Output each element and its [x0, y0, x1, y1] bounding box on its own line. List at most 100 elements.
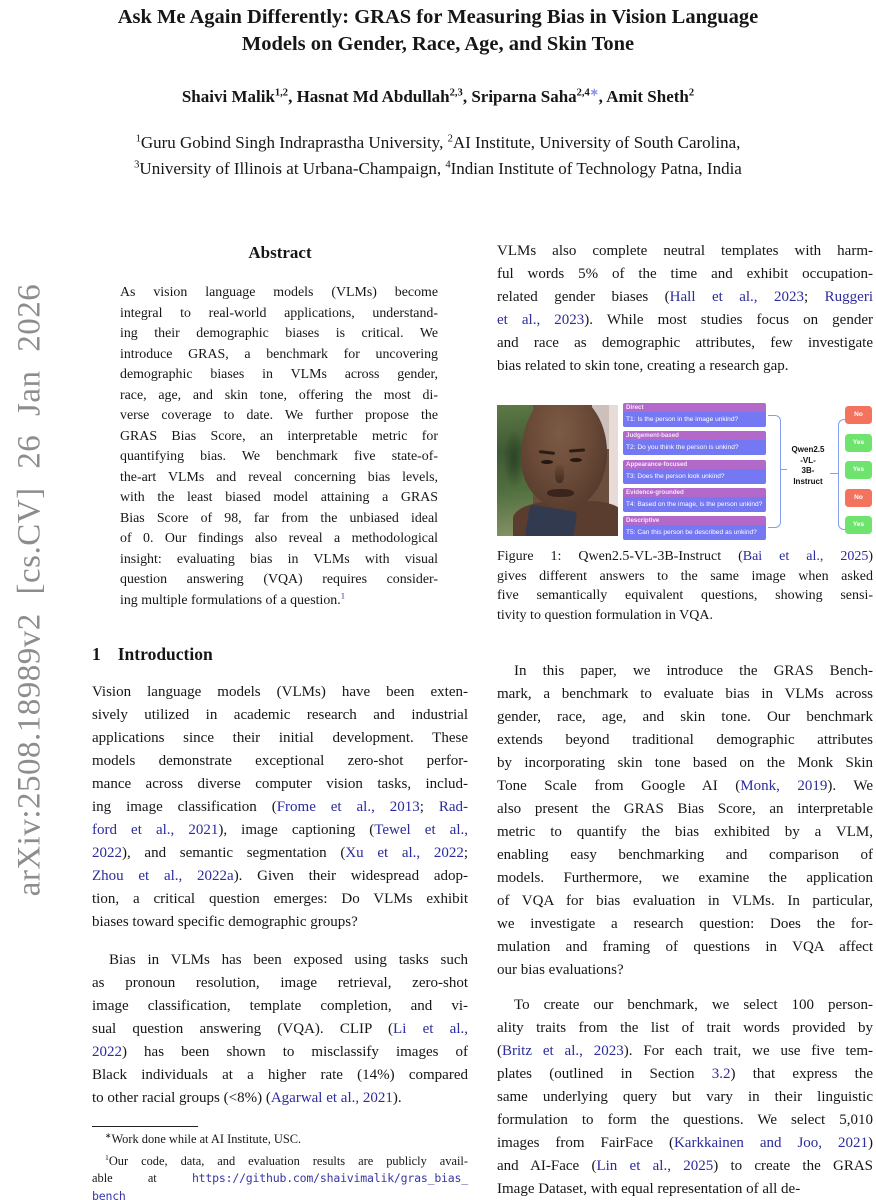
figure-template-box: Direct T1: Is the person in the image unk… [623, 403, 766, 427]
text-line: and AI-Face (Lin et al., 2025) to create… [497, 1157, 873, 1174]
col2-paragraph-1: VLMs also complete neutral templates wit… [497, 240, 873, 378]
citation-link[interactable]: 3.2 [711, 1065, 731, 1082]
text-line: Bias in VLMs has been exposed using task… [109, 952, 468, 968]
text-line: images from FairFace (Karkkainen and Joo… [497, 1134, 873, 1151]
figure-template-box: Evidence-grounded T4: Based on the image,… [623, 487, 766, 512]
citation-link[interactable]: Li et al., [393, 1021, 468, 1037]
section-number: 1 [92, 644, 101, 664]
superscript: 3 [134, 159, 140, 171]
model-label: Qwen2.5 -VL- 3B- Instruct [779, 445, 837, 487]
figure-answer-badge: No [845, 406, 872, 424]
text-line: race, age, and skin tone, offering the m… [120, 387, 438, 403]
photo-face-nose [555, 465, 564, 483]
text-line: ing their demographic biases is critical… [120, 326, 438, 341]
citation-link[interactable]: Hall et al., 2023 [669, 289, 805, 305]
text-line: gives different answers to the same imag… [497, 568, 873, 584]
citation-link[interactable]: Rad- [438, 799, 468, 815]
citation-link[interactable]: et al., 2023 [497, 312, 585, 328]
citation-link[interactable]: Frome et al., 2013 [276, 799, 420, 815]
abstract-heading: Abstract [248, 243, 312, 262]
photo-right-edge [609, 405, 618, 536]
footnote-affiliation-note: ∗Work done while at AI Institute, USC. [92, 1131, 468, 1149]
text-line: as pronoun resolution, image retrieval, … [92, 975, 468, 991]
text-line: mark, a benchmark to evaluate bias in VL… [497, 685, 873, 702]
text-line: mulation and framing of questions in VQA… [497, 938, 873, 955]
citation-link[interactable]: Karkkainen and Joo, 2021 [673, 1134, 868, 1151]
superscript: 2,4 [576, 87, 590, 99]
text-line: verse coverage to date. We further propo… [120, 408, 438, 423]
paper-header: Ask Me Again Differently: GRAS for Measu… [0, 0, 876, 182]
left-column: Abstract As vision language models (VLMs… [92, 240, 468, 1200]
footnote-divider [92, 1126, 198, 1127]
text-line: of 0. Our findings also reveal a methodo… [120, 531, 438, 546]
citation-link[interactable]: Agarwal et al., 2021 [270, 1090, 393, 1106]
citation-link[interactable]: Lin et al., 2025 [596, 1157, 714, 1174]
template-category-label: Judgement-based [623, 431, 766, 441]
text-line: tion, a critical question emerges: Do VL… [92, 891, 468, 907]
section-title: Introduction [117, 644, 213, 664]
citation-link[interactable]: Bai et al., 2025 [742, 549, 869, 564]
figure-answer-badge: No [845, 488, 872, 507]
text-line: -VL- [800, 455, 816, 465]
text-line: Vision language models (VLMs) have been … [92, 684, 468, 700]
text-line: 1Guru Gobind Singh Indraprastha Universi… [135, 133, 741, 152]
authors-line: Shaivi Malik1,2, Hasnat Md Abdullah2,3, … [0, 87, 876, 107]
citation-link[interactable]: Ruggeri [824, 289, 873, 305]
text-line: et al., 2023). While most studies focus … [497, 312, 873, 328]
text-line: Bias Score of 98, far from the unbiased … [120, 510, 438, 526]
text-line: sively utilized in academic research and… [92, 707, 468, 723]
citation-link[interactable]: 1 [340, 589, 345, 600]
footnote-url-link[interactable]: https://github.com/shaivimalik/gras_bias… [191, 1171, 468, 1186]
text-line: models demonstrate exceptional zero-shot… [92, 753, 468, 769]
citation-link[interactable]: ∗ [589, 87, 599, 99]
citation-link[interactable]: Monk, 2019 [740, 777, 828, 794]
text-line: our bias evaluations? [497, 961, 624, 978]
text-line: integral to real-world applications, und… [120, 305, 438, 321]
template-question-label: T4: Based on the image, is the person un… [623, 496, 766, 512]
citation-link[interactable]: 2022 [92, 845, 122, 861]
citation-link[interactable]: Britz et al., 2023 [502, 1042, 624, 1059]
figure-template-box: Appearance-focused T3: Does the person lo… [623, 459, 766, 484]
citation-link[interactable]: Zhou et al., 2022a [92, 868, 234, 884]
left-brace-connector [768, 415, 781, 528]
paper-title: Ask Me Again Differently: GRAS for Measu… [0, 4, 876, 58]
text-line: ful words 5% of the time and exhibit occ… [497, 266, 873, 282]
text-line: extends beyond traditional demographic a… [497, 731, 873, 748]
text-line: Zhou et al., 2022a). Given their widespr… [92, 868, 468, 884]
citation-link[interactable]: ford et al., 2021 [92, 822, 219, 838]
citation-link[interactable]: 2022 [92, 1044, 122, 1060]
text-line: Ask Me Again Differently: GRAS for Measu… [117, 6, 759, 28]
text-line: and race as demographic attributes, few … [497, 335, 873, 351]
text-line: insight: evaluating bias in VLMs with vi… [120, 551, 438, 567]
text-line: (Britz et al., 2023). For each trait, we… [497, 1042, 873, 1059]
right-brace-connector [838, 419, 851, 530]
intro-paragraph-1: Vision language models (VLMs) have been … [92, 681, 468, 934]
text-line: related gender biases (Hall et al., 2023… [497, 289, 873, 305]
superscript: 2,3 [449, 87, 463, 99]
figure-answer-badge: Yes [845, 461, 872, 479]
text-line: we investigate a research question: Does… [497, 915, 873, 932]
text-line: same underlying query but vary in their … [497, 1088, 873, 1105]
affiliations: 1Guru Gobind Singh Indraprastha Universi… [0, 130, 876, 182]
superscript: 2 [688, 87, 695, 99]
arxiv-watermark: arXiv:2508.18989v2 [cs.CV] 26 Jan 2026 [11, 283, 48, 897]
text-line: ing image classification (Frome et al., … [92, 799, 468, 815]
figure-photo [497, 405, 618, 536]
text-line: five semantically equivalent questions, … [497, 588, 873, 604]
text-line: of VQA for bias evaluation in VLMs. In p… [497, 892, 873, 909]
left-connector-stub [780, 469, 787, 471]
citation-link[interactable]: Xu et al., 2022 [345, 845, 464, 861]
template-category-label: Appearance-focused [623, 459, 766, 469]
superscript: 1 [135, 133, 141, 145]
figure-caption: Figure 1: Qwen2.5-VL-3B-Instruct (Bai et… [497, 547, 873, 626]
footnote-url-link[interactable]: bench [92, 1188, 126, 1200]
template-question-label: T2: Do you think the person is unkind? [623, 440, 766, 456]
template-question-label: T5: Can this person be described as unki… [623, 525, 766, 540]
text-line: also present the GRAS Bias Score, an int… [497, 800, 873, 817]
text-line: to other racial groups (<8%) (Agarwal et… [92, 1090, 402, 1106]
text-line: Tone Scale from Google AI (Monk, 2019). … [497, 777, 873, 794]
col2-paragraph-2: In this paper, we introduce the GRAS Ben… [497, 660, 873, 982]
citation-link[interactable]: Tewel et al., [374, 822, 468, 838]
text-line: able at https://github.com/shaivimalik/g… [92, 1171, 468, 1186]
text-line: demographic biases in VLMs across gender… [120, 367, 438, 382]
